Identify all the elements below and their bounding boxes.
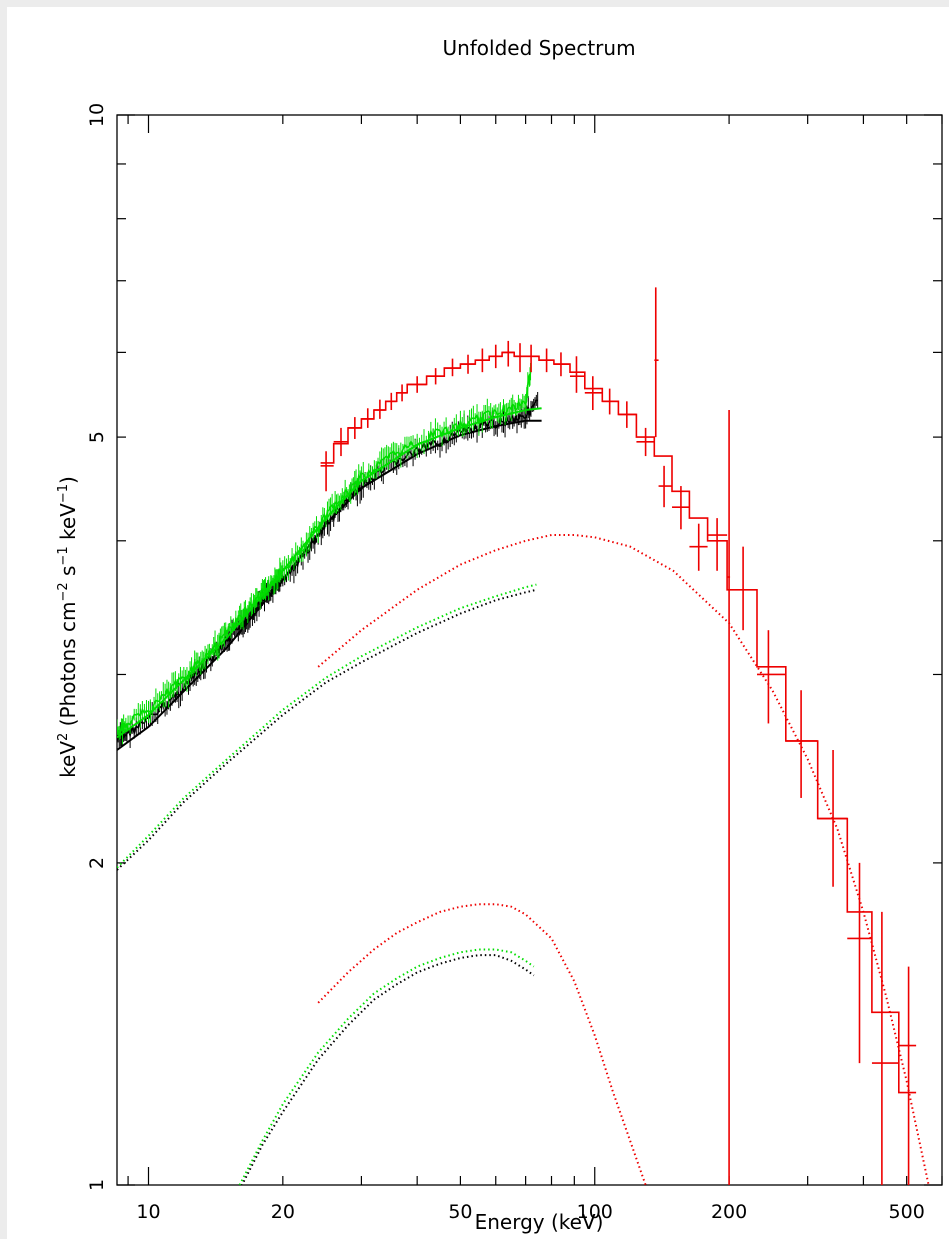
model-component-red [317, 903, 647, 1185]
x-tick-label: 500 [889, 1201, 925, 1223]
plot-area [117, 287, 930, 1185]
model-component-green [238, 948, 535, 1185]
model-component-green [117, 583, 537, 869]
model-line-green [117, 407, 542, 739]
x-axis-label: Energy (keV) [475, 1210, 604, 1234]
y-label-text: (Photons cm [56, 602, 80, 733]
model-component-red [317, 534, 930, 1185]
x-tick-label: 50 [448, 1201, 472, 1223]
y-label-superscript: −1 [56, 484, 71, 503]
model-component-black [117, 588, 537, 871]
plot-frame [116, 114, 943, 1186]
x-tick-label: 20 [271, 1201, 295, 1223]
chart-title: Unfolded Spectrum [442, 36, 635, 60]
chart-frame: 10 20 50 100 200 500 1 2 5 10 Unfolded Spectrum E… [7, 7, 949, 1239]
y-label-superscript: −2 [56, 582, 71, 601]
x-tick-label: 200 [711, 1201, 747, 1223]
y-label-superscript: −1 [56, 546, 71, 565]
spectrum-chart: 10 20 50 100 200 500 1 2 5 10 Unfolded Spectrum E… [56, 36, 943, 1234]
y-label-superscript: 2 [56, 733, 71, 741]
y-axis-label: keV2 (Photons cm−2 s−1 keV−1) [56, 476, 80, 778]
x-tick-label: 10 [136, 1201, 160, 1223]
y-label-text: keV [56, 741, 80, 778]
y-label-text: keV [56, 503, 80, 547]
y-label-text: ) [56, 476, 80, 484]
y-tick-label: 10 [86, 103, 108, 127]
model-step-red [320, 351, 917, 1094]
y-tick-label: 2 [86, 857, 108, 869]
plot-marks: 10 20 50 100 200 500 1 2 5 10 [86, 103, 943, 1223]
y-label-text: s [56, 566, 80, 583]
model-component-black [240, 954, 535, 1185]
y-tick-label: 1 [86, 1179, 108, 1191]
x-tick-label: 100 [577, 1201, 613, 1223]
y-tick-label: 5 [86, 431, 108, 443]
